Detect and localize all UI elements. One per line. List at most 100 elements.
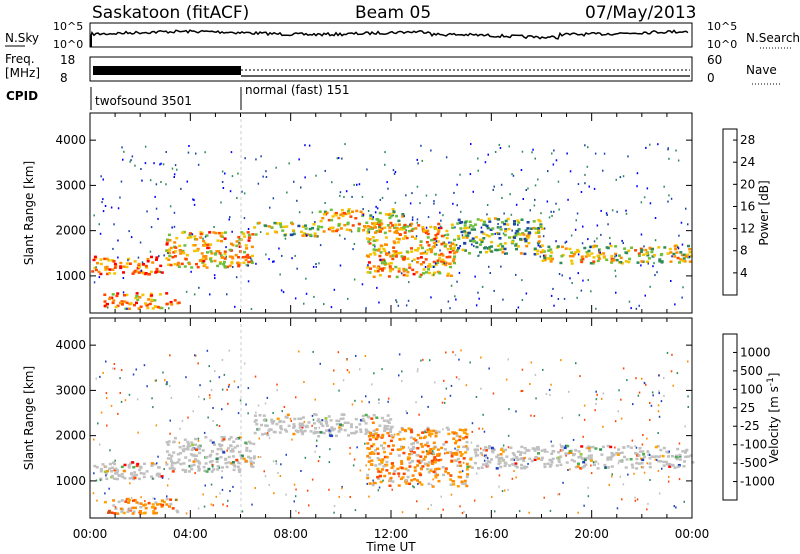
echo-cell (430, 459, 434, 463)
echo-cell (103, 500, 107, 504)
echo-cell (364, 422, 368, 425)
echo-cell (431, 451, 435, 455)
echo-cell (433, 456, 437, 459)
echo-cell (115, 471, 119, 475)
echo-cell (322, 212, 326, 216)
echo-speckle (131, 155, 134, 158)
echo-cell (428, 263, 432, 266)
echo-cell (341, 417, 345, 420)
echo-cell (453, 255, 457, 258)
echo-speckle (275, 462, 278, 465)
echo-speckle (477, 291, 479, 294)
echo-cell (526, 236, 530, 240)
echo-speckle (125, 498, 128, 501)
echo-cell (334, 214, 338, 217)
echo-cell (238, 245, 242, 248)
echo-cell (300, 230, 303, 234)
echo-cell (308, 233, 312, 237)
echo-cell (193, 235, 197, 238)
echo-speckle (486, 204, 489, 206)
echo-cell (458, 435, 462, 438)
echo-speckle (257, 182, 260, 185)
echo-speckle (678, 234, 680, 237)
echo-cell (432, 441, 436, 445)
echo-speckle (474, 275, 476, 278)
echo-cell (433, 241, 437, 245)
echo-cell (500, 247, 504, 251)
echo-speckle (171, 167, 174, 170)
echo-cell (629, 446, 633, 449)
echo-speckle (319, 362, 321, 365)
echo-speckle (411, 218, 414, 221)
echo-cell (357, 227, 361, 230)
colorbar-tick-label: 1000 (740, 345, 771, 359)
echo-speckle (295, 510, 297, 513)
echo-cell (672, 252, 676, 256)
echo-speckle (405, 304, 408, 307)
echo-cell (487, 445, 491, 448)
echo-speckle (476, 472, 478, 475)
echo-cell (482, 237, 486, 240)
echo-cell (142, 271, 146, 275)
echo-cell (179, 452, 182, 455)
echo-speckle (648, 453, 651, 456)
echo-speckle (386, 181, 388, 184)
echo-speckle (553, 304, 555, 307)
echo-cell (182, 462, 186, 465)
echo-cell (228, 255, 232, 258)
echo-cell (587, 249, 591, 253)
echo-speckle (602, 425, 604, 428)
echo-cell (549, 459, 553, 462)
echo-speckle (222, 503, 224, 506)
echo-cell (397, 270, 401, 273)
echo-cell (114, 467, 118, 470)
echo-cell (383, 455, 387, 459)
echo-cell (557, 451, 561, 454)
echo-speckle (321, 419, 323, 422)
echo-speckle (482, 413, 484, 416)
echo-cell (448, 251, 452, 254)
echo-speckle (652, 394, 654, 397)
echo-cell (142, 472, 146, 475)
echo-speckle (212, 504, 214, 507)
echo-speckle (394, 201, 397, 204)
echo-speckle (237, 412, 240, 415)
echo-cell (434, 227, 438, 230)
echo-speckle (339, 194, 341, 197)
echo-cell (169, 246, 173, 250)
echo-cell (458, 461, 462, 464)
echo-cell (377, 219, 381, 223)
echo-cell (115, 294, 119, 298)
echo-cell (249, 442, 253, 445)
echo-cell (572, 460, 576, 463)
echo-cell (389, 221, 393, 225)
nave-tick-bottom: 0 (707, 71, 715, 85)
echo-speckle (552, 287, 554, 290)
echo-cell (519, 252, 523, 255)
echo-speckle (670, 197, 673, 200)
echo-speckle (233, 380, 236, 383)
echo-cell (122, 271, 125, 274)
echo-cell (449, 274, 453, 277)
echo-cell (373, 253, 377, 256)
echo-cell (400, 228, 404, 231)
echo-cell (376, 434, 380, 437)
echo-cell (396, 252, 400, 255)
echo-cell (513, 236, 516, 239)
echo-cell (128, 507, 132, 511)
echo-cell (407, 229, 411, 233)
echo-cell (391, 436, 395, 439)
echo-cell (122, 265, 126, 268)
echo-speckle (169, 419, 171, 422)
echo-cell (328, 429, 332, 432)
echo-cell (367, 460, 371, 463)
echo-speckle (342, 379, 345, 382)
echo-cell (325, 420, 329, 424)
echo-cell (339, 227, 343, 230)
echo-cell (298, 422, 302, 425)
echo-speckle (411, 260, 413, 263)
echo-cell (495, 248, 499, 252)
echo-speckle (636, 172, 639, 175)
echo-speckle (633, 472, 635, 475)
echo-cell (450, 455, 454, 458)
